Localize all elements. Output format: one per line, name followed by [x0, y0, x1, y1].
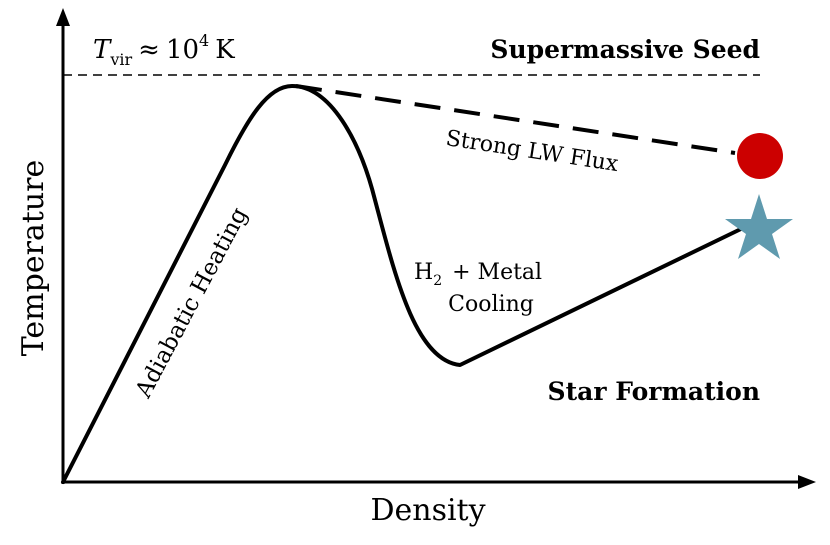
star-formation-label: Star Formation [548, 377, 760, 406]
h2-metal-label: H2 + Metal [414, 260, 542, 289]
lw-flux-branch [295, 84, 736, 155]
y-axis-arrow [56, 8, 70, 26]
threshold-label: Tvir ≈104 K [93, 31, 235, 69]
star-icon [725, 194, 793, 259]
x-axis-arrow [798, 475, 816, 489]
x-axis-label: Density [370, 493, 485, 528]
supermassive-seed-label: Supermassive Seed [490, 35, 760, 64]
cooling-label: Cooling [448, 292, 534, 317]
red-circle-icon [737, 133, 783, 179]
y-axis-label: Temperature [16, 160, 51, 357]
strong-lw-flux-label: Strong LW Flux [444, 126, 620, 177]
cooling-track-curve [61, 84, 747, 484]
